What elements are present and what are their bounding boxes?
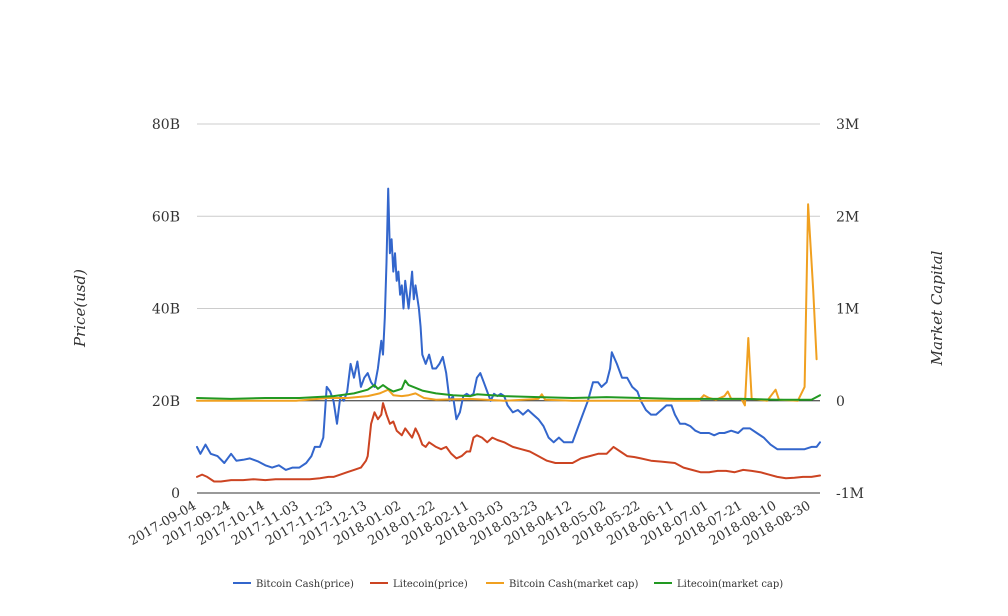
right-tick-label: -1M <box>836 486 864 502</box>
left-tick-label: 80B <box>152 117 180 133</box>
legend-label: Bitcoin Cash(market cap) <box>509 579 638 590</box>
right-axis: -1M 0 1M 2M 3M <box>836 117 864 502</box>
x-axis: 2017-09-042017-09-242017-10-142017-11-03… <box>127 498 814 548</box>
legend-label: Bitcoin Cash(price) <box>256 579 354 590</box>
right-tick-label: 1M <box>836 302 859 318</box>
left-tick-label: 40B <box>152 302 180 318</box>
left-tick-label: 0 <box>171 486 180 502</box>
left-axis-title: Price(usd) <box>71 269 89 348</box>
series-line-2 <box>196 402 821 483</box>
legend-label: Litecoin(market cap) <box>677 579 783 590</box>
right-tick-label: 2M <box>836 209 859 225</box>
legend-label: Litecoin(price) <box>393 579 468 590</box>
right-tick-label: 3M <box>836 117 859 133</box>
right-axis-title: Market Capital <box>928 250 946 366</box>
series-line-1 <box>196 187 821 471</box>
series-line-3 <box>196 203 818 407</box>
right-tick-label: 0 <box>836 394 845 410</box>
legend: Bitcoin Cash(price) Litecoin(price) Bitcoi… <box>233 579 783 590</box>
series-line-4 <box>196 379 821 401</box>
gridlines <box>197 123 820 494</box>
left-tick-label: 20B <box>152 394 180 410</box>
series-layer <box>196 187 821 483</box>
left-tick-label: 60B <box>152 209 180 225</box>
left-axis: 0 20B 40B 60B 80B <box>152 117 180 502</box>
